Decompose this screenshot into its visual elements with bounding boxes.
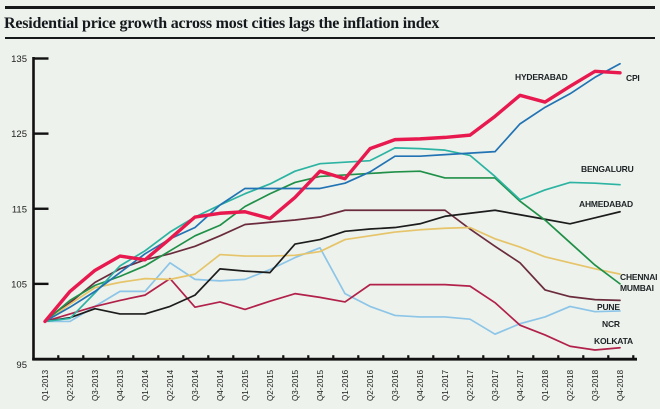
x-tick-label: Q4-2016 [416,369,425,401]
x-tick-label: Q2-2016 [366,369,375,401]
x-tick-label: Q1-2014 [141,369,150,401]
series-label-mumbai: MUMBAI [620,283,654,293]
x-tick-label: Q2-2015 [266,369,275,401]
y-tick-label: 135 [11,54,27,65]
x-tick-label: Q4-2014 [216,369,225,401]
x-tick-label: Q3-2017 [491,369,500,401]
y-tick-label: 95 [16,360,27,371]
x-tick-label: Q4-2017 [516,369,525,401]
series-line-ahmedabad [44,209,621,323]
x-tick-label: Q4-2015 [316,369,325,401]
x-tick-label: Q2-2013 [66,369,75,401]
top-rule [5,6,655,9]
series-line-cpi [43,69,622,324]
x-tick-label: Q4-2018 [616,369,625,401]
x-tick-label: Q1-2013 [41,369,50,401]
series-label-bengaluru: BENGALURU [581,164,634,174]
x-tick-label: Q1-2015 [241,369,250,401]
series-line-pune [44,209,621,323]
x-tick-label: Q1-2017 [441,369,450,401]
series-line-ncr [44,246,621,336]
y-tick-label: 115 [12,204,27,215]
x-tick-label: Q3-2013 [91,369,100,401]
x-tick-label: Q3-2014 [191,369,200,401]
x-tick-label: Q2-2017 [466,369,475,401]
series-label-hyderabad: HYDERABAD [515,72,568,82]
series-label-chennai: CHENNAI [620,272,657,282]
series-label-kolkata: KOLKATA [594,336,633,346]
y-tick-label: 125 [11,129,27,140]
series-line-chennai [44,226,621,323]
series-line-hyderabad [44,62,621,323]
bottom-rule [5,36,655,39]
masthead: Residential price growth across most cit… [0,0,660,39]
x-tick-label: Q3-2016 [391,369,400,401]
x-tick-label: Q3-2015 [291,369,300,401]
x-tick-label: Q2-2018 [566,369,575,401]
series-label-pune: PUNE [597,302,620,312]
series-label-cpi: CPI [626,73,640,83]
x-tick-label: Q3-2018 [591,369,600,401]
series-line-kolkata [44,277,621,351]
x-tick-label: Q4-2013 [116,369,125,401]
series-label-ncr: NCR [602,319,620,329]
x-tick-label: Q1-2018 [541,369,550,401]
series-line-bengaluru [44,147,621,323]
x-tick-label: Q2-2014 [166,369,175,401]
y-tick-label: 105 [11,279,27,290]
chart-title: Residential price growth across most cit… [4,14,440,32]
series-label-ahmedabad: AHMEDABAD [579,199,633,209]
x-tick-label: Q1-2016 [341,369,350,401]
